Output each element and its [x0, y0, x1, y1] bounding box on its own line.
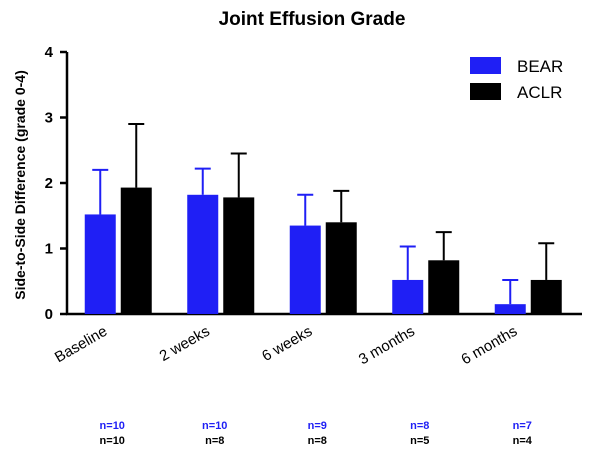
n-label-bear: n=8 [410, 420, 429, 432]
category-label: 6 months [458, 323, 520, 369]
n-label-aclr: n=5 [410, 435, 429, 447]
n-label-bear: n=9 [308, 420, 327, 432]
category-labels: Baseline 2 weeks 6 weeks 3 months 6 months [52, 323, 520, 369]
y-ticks: 0 1 2 3 4 [45, 44, 67, 323]
sample-size-labels: n=10 n=10 n=10 n=8 n=9 n=8 n=8 n=5 n=7 n=4 [100, 420, 533, 447]
y-axis-label: Side-to-Side Difference (grade 0-4) [12, 70, 28, 300]
bar-aclr [223, 197, 255, 314]
n-label-bear: n=10 [100, 420, 125, 432]
n-label-aclr: n=8 [308, 435, 327, 447]
n-label-aclr: n=8 [205, 435, 224, 447]
y-tick-label: 2 [45, 175, 53, 192]
category-label: 3 months [356, 323, 418, 369]
legend-label-aclr: ACLR [517, 83, 562, 102]
y-tick-label: 0 [45, 306, 53, 323]
y-tick-label: 1 [45, 241, 53, 258]
n-label-aclr: n=10 [100, 435, 125, 447]
category-label: 2 weeks [157, 323, 213, 365]
y-tick-label: 4 [45, 44, 54, 61]
bar-bear [187, 194, 219, 314]
category-label: Baseline [52, 323, 110, 366]
n-label-bear: n=7 [513, 420, 532, 432]
bar-bear [289, 225, 321, 314]
legend-swatch-aclr [470, 83, 501, 100]
bar-aclr [325, 222, 357, 314]
chart-title: Joint Effusion Grade [219, 9, 406, 30]
legend: BEAR ACLR [470, 57, 563, 102]
bar-bear [392, 279, 424, 314]
n-label-bear: n=10 [202, 420, 227, 432]
bar-bear [84, 214, 116, 314]
legend-label-bear: BEAR [517, 57, 563, 76]
category-label: 6 weeks [259, 323, 315, 365]
bar-aclr [530, 279, 562, 314]
bar-bear [494, 304, 526, 314]
bar-aclr [428, 260, 460, 314]
bars [84, 123, 562, 314]
legend-swatch-bear [470, 57, 501, 74]
y-tick-label: 3 [45, 110, 53, 127]
n-label-aclr: n=4 [513, 435, 533, 447]
bar-aclr [120, 187, 152, 314]
